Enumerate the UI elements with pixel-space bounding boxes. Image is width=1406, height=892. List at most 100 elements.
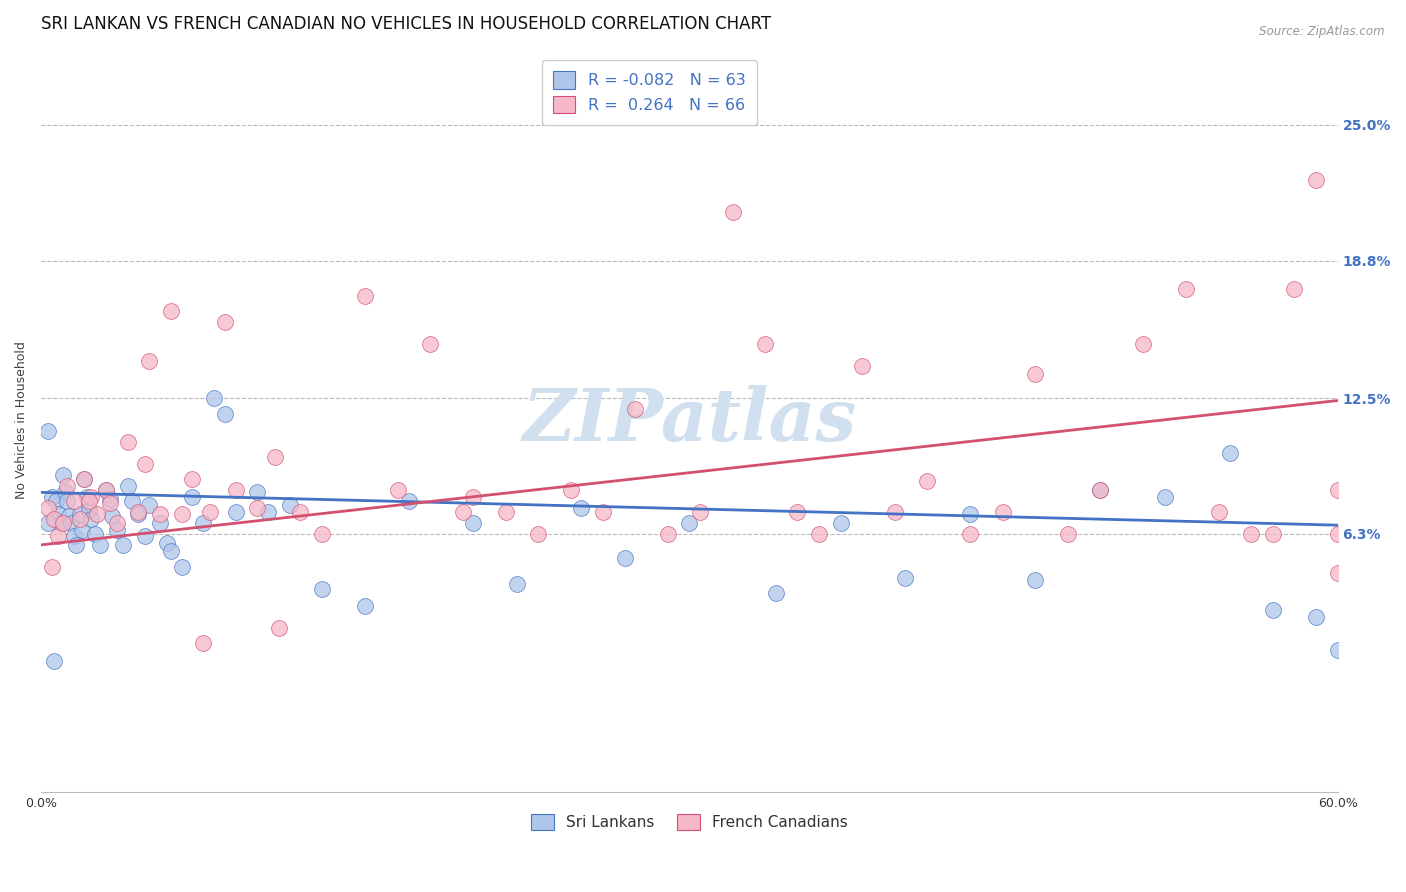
Point (1208, 505, 1230, 519)
Point (495, 505, 517, 519)
Point (894, 571, 917, 585)
Point (117, 479, 139, 493)
Point (69, 511, 91, 525)
Point (354, 599, 377, 613)
Point (915, 475, 938, 489)
Point (160, 544, 183, 558)
Point (112, 538, 135, 552)
Point (278, 499, 301, 513)
Point (94, 483, 117, 498)
Point (1153, 490, 1175, 504)
Point (246, 500, 269, 515)
Point (44, 511, 66, 525)
Point (48, 507, 70, 521)
Point (117, 435, 139, 450)
Point (170, 559, 193, 574)
Point (202, 392, 225, 406)
Point (41, 559, 63, 574)
Point (354, 288, 377, 302)
Legend: Sri Lankans, French Canadians: Sri Lankans, French Canadians (524, 807, 855, 837)
Point (657, 527, 679, 541)
Point (193, 636, 215, 650)
Point (959, 507, 981, 521)
Point (62, 529, 84, 543)
Point (311, 527, 333, 541)
Point (121, 494, 143, 508)
Point (311, 582, 333, 596)
Text: Source: ZipAtlas.com: Source: ZipAtlas.com (1260, 25, 1385, 38)
Text: ZIPatlas: ZIPatlas (523, 384, 856, 456)
Point (419, 336, 441, 351)
Point (58, 509, 80, 524)
Point (98, 491, 121, 506)
Point (527, 527, 550, 541)
Point (225, 505, 247, 519)
Point (1219, 446, 1241, 460)
Point (76, 490, 98, 504)
Point (1284, 282, 1306, 296)
Point (181, 490, 204, 504)
Point (1261, 603, 1284, 617)
Point (225, 483, 247, 498)
Point (991, 505, 1014, 519)
Point (73, 472, 96, 486)
Point (1024, 368, 1046, 382)
Point (463, 516, 485, 530)
Point (134, 457, 156, 471)
Point (1132, 336, 1154, 351)
Point (80, 490, 103, 504)
Point (138, 354, 160, 368)
Point (883, 505, 905, 519)
Point (62, 494, 84, 508)
Point (56, 494, 79, 508)
Point (94, 483, 117, 498)
Point (77, 503, 100, 517)
Point (1305, 172, 1327, 186)
Point (830, 516, 852, 530)
Point (786, 505, 808, 519)
Point (127, 505, 149, 519)
Point (263, 450, 285, 465)
Point (463, 490, 485, 504)
Point (257, 505, 280, 519)
Point (160, 303, 183, 318)
Point (65, 538, 87, 552)
Point (290, 505, 312, 519)
Point (451, 505, 474, 519)
Point (181, 472, 204, 486)
Point (37, 424, 59, 438)
Point (89, 538, 111, 552)
Point (138, 499, 160, 513)
Point (1175, 282, 1198, 296)
Point (80, 511, 103, 525)
Point (149, 507, 172, 521)
Point (387, 483, 409, 498)
Point (1305, 610, 1327, 624)
Point (721, 205, 744, 219)
Point (613, 551, 636, 566)
Point (149, 516, 172, 530)
Point (214, 315, 236, 329)
Point (70, 523, 93, 537)
Point (754, 336, 776, 351)
Point (155, 535, 177, 549)
Point (77, 494, 100, 508)
Point (214, 407, 236, 421)
Point (52, 516, 75, 530)
Point (45, 494, 67, 508)
Point (41, 490, 63, 504)
Point (98, 496, 121, 510)
Point (56, 479, 79, 493)
Point (505, 577, 527, 591)
Point (60, 516, 83, 530)
Point (398, 494, 420, 508)
Point (86, 507, 108, 521)
Point (624, 402, 647, 417)
Point (37, 516, 59, 530)
Point (134, 529, 156, 543)
Point (1326, 483, 1348, 498)
Point (1088, 483, 1111, 498)
Y-axis label: No Vehicles in Household: No Vehicles in Household (15, 342, 28, 500)
Point (1056, 527, 1078, 541)
Point (765, 586, 787, 600)
